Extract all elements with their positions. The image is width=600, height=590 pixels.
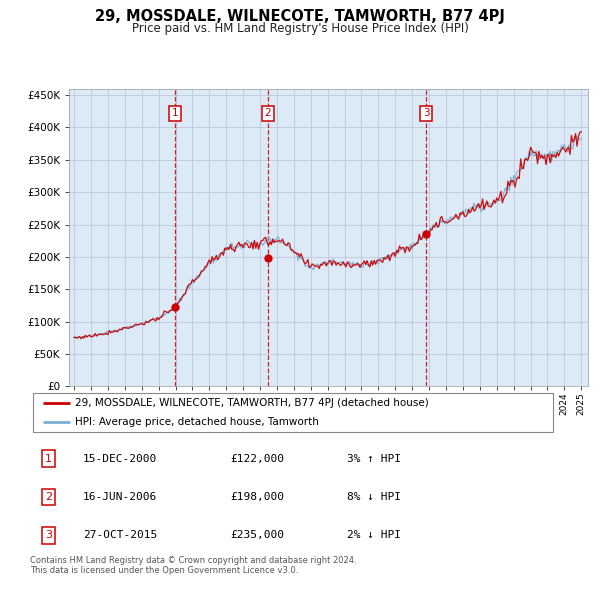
Text: 27-OCT-2015: 27-OCT-2015 (83, 530, 157, 540)
Text: 15-DEC-2000: 15-DEC-2000 (83, 454, 157, 464)
Text: 29, MOSSDALE, WILNECOTE, TAMWORTH, B77 4PJ (detached house): 29, MOSSDALE, WILNECOTE, TAMWORTH, B77 4… (75, 398, 428, 408)
Text: 2% ↓ HPI: 2% ↓ HPI (347, 530, 401, 540)
Text: £235,000: £235,000 (230, 530, 284, 540)
Text: 3: 3 (423, 108, 430, 118)
Text: 29, MOSSDALE, WILNECOTE, TAMWORTH, B77 4PJ: 29, MOSSDALE, WILNECOTE, TAMWORTH, B77 4… (95, 9, 505, 24)
Text: 3% ↑ HPI: 3% ↑ HPI (347, 454, 401, 464)
Text: 1: 1 (45, 454, 52, 464)
FancyBboxPatch shape (32, 394, 553, 431)
Text: £198,000: £198,000 (230, 492, 284, 502)
Text: HPI: Average price, detached house, Tamworth: HPI: Average price, detached house, Tamw… (75, 417, 319, 427)
Text: 3: 3 (45, 530, 52, 540)
Text: 1: 1 (172, 108, 178, 118)
Text: 8% ↓ HPI: 8% ↓ HPI (347, 492, 401, 502)
Text: 16-JUN-2006: 16-JUN-2006 (83, 492, 157, 502)
Text: Contains HM Land Registry data © Crown copyright and database right 2024.
This d: Contains HM Land Registry data © Crown c… (30, 556, 356, 575)
Text: £122,000: £122,000 (230, 454, 284, 464)
Text: Price paid vs. HM Land Registry's House Price Index (HPI): Price paid vs. HM Land Registry's House … (131, 22, 469, 35)
Text: 2: 2 (265, 108, 271, 118)
Text: 2: 2 (45, 492, 52, 502)
